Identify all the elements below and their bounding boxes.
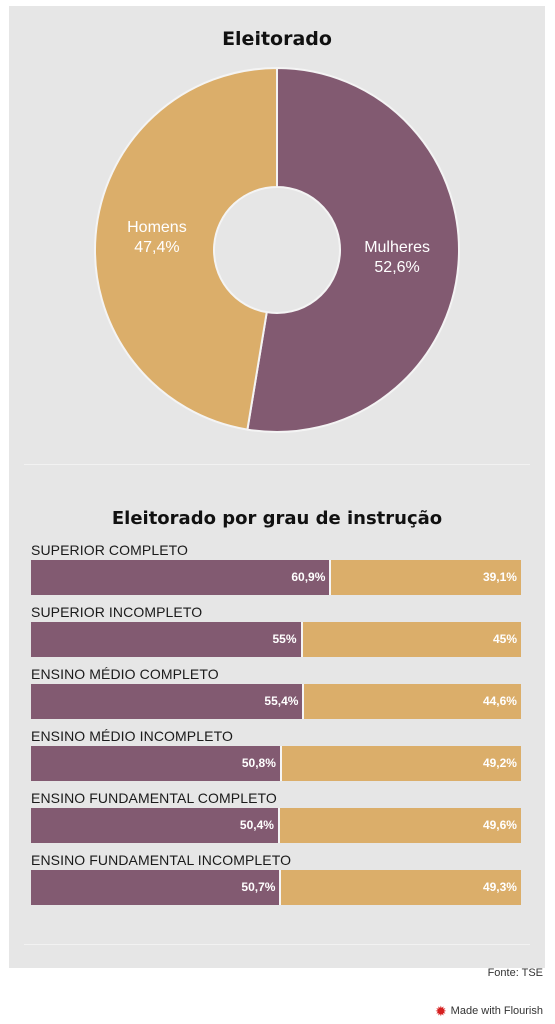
bar-category-label: SUPERIOR COMPLETO xyxy=(31,542,189,558)
bar-segment-mulheres[interactable]: 55,4% xyxy=(31,684,303,719)
bar-row: 50,4% 49,6% xyxy=(31,808,521,843)
bar-segment-mulheres[interactable]: 60,9% xyxy=(31,560,330,595)
bar-row: 60,9% 39,1% xyxy=(31,560,521,595)
bar-segment-homens[interactable]: 49,6% xyxy=(277,808,521,843)
source-note: Fonte: TSE xyxy=(487,967,543,979)
section-divider xyxy=(24,944,530,945)
chart-panel: Eleitorado Mulheres 52,6% Homens 47,4% Elei… xyxy=(9,6,545,968)
bar-row: 55% 45% xyxy=(31,622,521,657)
bar-segment-mulheres[interactable]: 55% xyxy=(31,622,301,657)
flourish-burst-icon: ✹ xyxy=(434,1003,447,1019)
slice-value-label: 47,4% xyxy=(134,239,179,256)
bar-chart-title: Eleitorado por grau de instrução xyxy=(111,508,443,529)
donut-slice-homens[interactable] xyxy=(94,66,278,431)
bar-segment-homens[interactable]: 49,3% xyxy=(279,870,521,905)
bar-row: 50,8% 49,2% xyxy=(31,746,521,781)
bar-segment-homens[interactable]: 39,1% xyxy=(329,560,521,595)
donut-chart-title: Eleitorado xyxy=(222,28,332,50)
bar-segment-homens[interactable]: 45% xyxy=(300,622,521,657)
bar-category-label: ENSINO FUNDAMENTAL COMPLETO xyxy=(31,790,277,806)
bar-category-label: ENSINO MÉDIO COMPLETO xyxy=(31,666,219,682)
bar-segment-mulheres[interactable]: 50,8% xyxy=(31,746,280,781)
section-divider xyxy=(24,464,530,465)
bar-row: 50,7% 49,3% xyxy=(31,870,521,905)
bar-segment-mulheres[interactable]: 50,4% xyxy=(31,808,278,843)
flourish-credit-text: Made with Flourish xyxy=(450,1005,543,1017)
flourish-credit[interactable]: ✹ Made with Flourish xyxy=(435,1004,543,1018)
bar-row: 55,4% 44,6% xyxy=(31,684,521,719)
bar-segment-homens[interactable]: 44,6% xyxy=(302,684,521,719)
slice-value-label: 52,6% xyxy=(374,259,419,276)
donut-chart: Mulheres 52,6% Homens 47,4% xyxy=(94,66,460,433)
donut-slice-mulheres[interactable] xyxy=(246,66,460,433)
slice-name-label: Homens xyxy=(127,219,187,236)
slice-name-label: Mulheres xyxy=(364,239,430,256)
bar-category-label: ENSINO FUNDAMENTAL INCOMPLETO xyxy=(31,852,292,868)
bar-category-label: ENSINO MÉDIO INCOMPLETO xyxy=(31,728,233,744)
bar-segment-homens[interactable]: 49,2% xyxy=(279,746,521,781)
bar-category-label: SUPERIOR INCOMPLETO xyxy=(31,604,203,620)
bar-segment-mulheres[interactable]: 50,7% xyxy=(31,870,280,905)
